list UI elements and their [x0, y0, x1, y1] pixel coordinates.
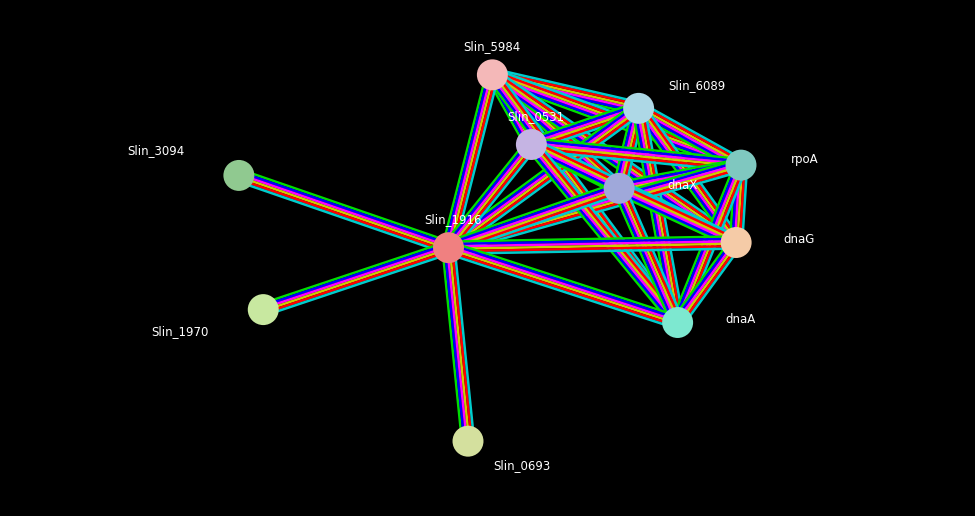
Text: Slin_1916: Slin_1916: [425, 213, 482, 226]
Text: Slin_1970: Slin_1970: [152, 325, 209, 338]
Text: Slin_6089: Slin_6089: [669, 78, 725, 92]
Circle shape: [433, 232, 464, 263]
Text: dnaX: dnaX: [667, 179, 698, 192]
Circle shape: [623, 93, 654, 124]
Text: dnaA: dnaA: [725, 313, 757, 327]
Text: Slin_0693: Slin_0693: [493, 459, 550, 473]
Circle shape: [248, 294, 279, 325]
Circle shape: [662, 307, 693, 338]
Text: Slin_5984: Slin_5984: [464, 40, 521, 53]
Circle shape: [721, 227, 752, 258]
Text: Slin_0531: Slin_0531: [508, 109, 565, 123]
Circle shape: [477, 59, 508, 90]
Circle shape: [223, 160, 254, 191]
Circle shape: [604, 173, 635, 204]
Circle shape: [725, 150, 757, 181]
Circle shape: [516, 129, 547, 160]
Circle shape: [452, 426, 484, 457]
Text: Slin_3094: Slin_3094: [128, 144, 184, 157]
Text: rpoA: rpoA: [791, 153, 818, 167]
Text: dnaG: dnaG: [784, 233, 815, 247]
